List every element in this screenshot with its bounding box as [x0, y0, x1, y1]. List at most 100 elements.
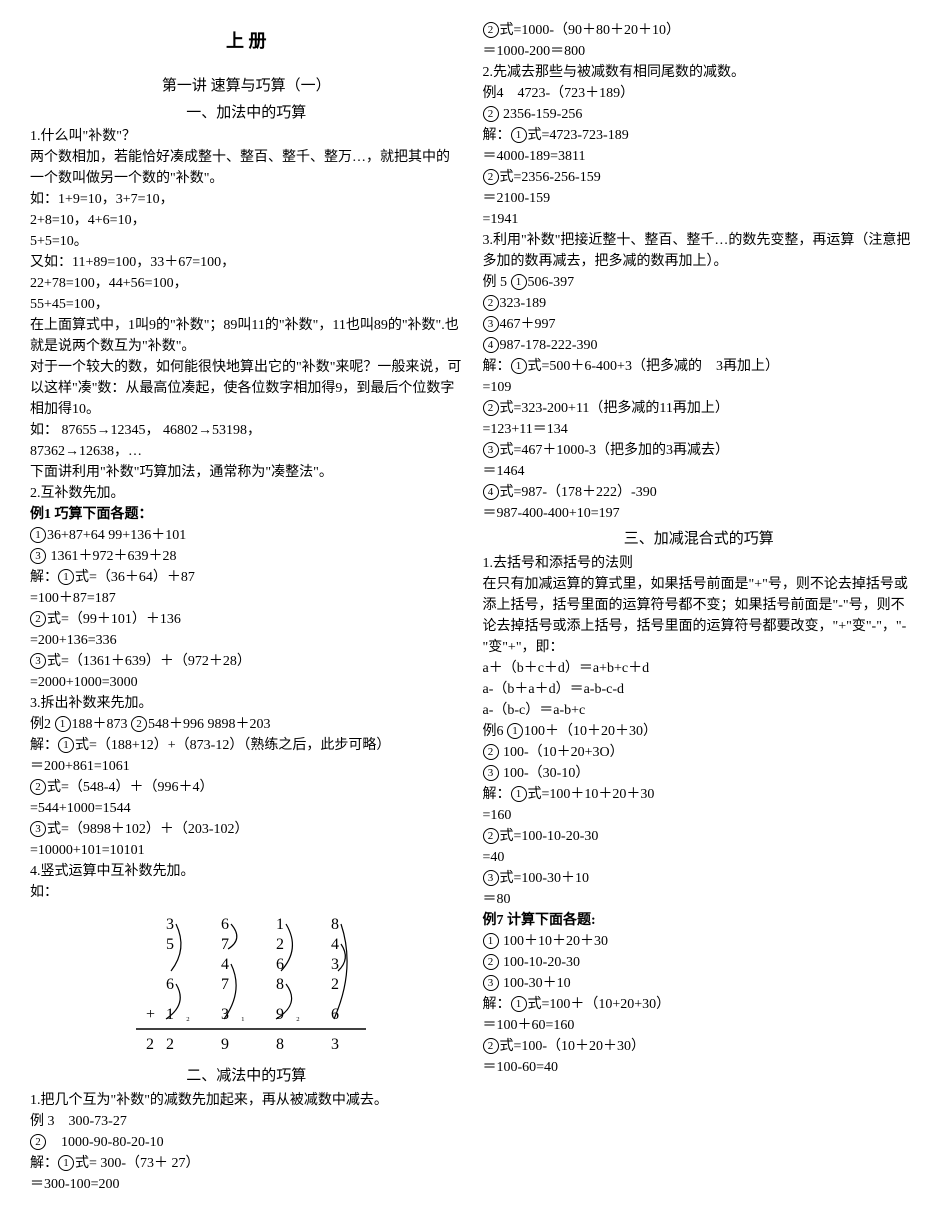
paragraph: ＝2100-159: [483, 188, 916, 209]
circled-number-icon: 2: [483, 954, 499, 970]
svg-text:4: 4: [331, 936, 339, 953]
paragraph: 例 3 300-73-27: [30, 1111, 463, 1132]
paragraph: 如：: [30, 882, 463, 903]
circled-number-icon: 4: [483, 337, 499, 353]
paragraph: 2式=100-（10＋20＋30）: [483, 1036, 916, 1057]
book-title: 上 册: [30, 28, 463, 55]
paragraph: 对于一个较大的数，如何能很快地算出它的"补数"来呢？一般来说，可以这样"凑"数：…: [30, 357, 463, 420]
paragraph: ＝100＋60=160: [483, 1015, 916, 1036]
section3-title: 三、加减混合式的巧算: [483, 528, 916, 551]
paragraph: ＝4000-189=3811: [483, 146, 916, 167]
paragraph: ＝987-400-400+10=197: [483, 503, 916, 524]
paragraph: a-（b＋a＋d）＝a-b-c-d: [483, 679, 916, 700]
paragraph: 4式=987-（178＋222）-390: [483, 482, 916, 503]
svg-text:+: +: [146, 1006, 155, 1023]
circled-number-icon: 1: [507, 723, 523, 739]
paragraph: 5+5=10。: [30, 231, 463, 252]
svg-text:₂: ₂: [186, 1010, 190, 1022]
svg-text:3: 3: [221, 1006, 229, 1023]
svg-text:3: 3: [166, 916, 174, 933]
paragraph: 4.竖式运算中互补数先加。: [30, 861, 463, 882]
circled-number-icon: 2: [483, 106, 499, 122]
paragraph: =160: [483, 805, 916, 826]
paragraph: =40: [483, 847, 916, 868]
svg-text:8: 8: [276, 1036, 284, 1053]
circled-number-icon: 3: [483, 975, 499, 991]
circled-number-icon: 2: [483, 744, 499, 760]
circled-number-icon: 3: [483, 442, 499, 458]
circled-number-icon: 1: [511, 274, 527, 290]
circled-number-icon: 1: [511, 996, 527, 1012]
svg-text:6: 6: [166, 976, 174, 993]
circled-number-icon: 2: [131, 716, 147, 732]
paragraph: 3467＋997: [483, 314, 916, 335]
paragraph: 3式=（1361＋639）＋（972＋28）: [30, 651, 463, 672]
svg-text:8: 8: [276, 976, 284, 993]
circled-number-icon: 2: [30, 779, 46, 795]
svg-text:7: 7: [221, 936, 229, 953]
paragraph: 解：1式=500＋6-400+3（把多减的 3再加上）: [483, 356, 916, 377]
svg-text:3: 3: [331, 1036, 339, 1053]
paragraph: ＝1000-200＝800: [483, 41, 916, 62]
svg-text:2: 2: [331, 976, 339, 993]
svg-text:2: 2: [146, 1036, 154, 1053]
circled-number-icon: 3: [483, 870, 499, 886]
circled-number-icon: 3: [30, 548, 46, 564]
paragraph: 在只有加减运算的算式里，如果括号前面是"+"号，则不论去掉括号或添上括号，括号里…: [483, 574, 916, 658]
circled-number-icon: 1: [58, 1155, 74, 1171]
paragraph: a-（b-c）＝a-b+c: [483, 700, 916, 721]
paragraph: 解：1式= 300-（73＋ 27）: [30, 1153, 463, 1174]
paragraph: 3式=467＋1000-3（把多加的3再减去）: [483, 440, 916, 461]
paragraph: 解：1式=（188+12）+（873-12）（熟练之后，此步可略）: [30, 735, 463, 756]
paragraph: 例1 巧算下面各题：: [30, 504, 463, 525]
paragraph: 3.拆出补数来先加。: [30, 693, 463, 714]
paragraph: 87362→12638，…: [30, 441, 463, 462]
paragraph: 4987-178-222-390: [483, 335, 916, 356]
circled-number-icon: 1: [30, 527, 46, 543]
paragraph: 1.把几个互为"补数"的减数先加起来，再从被减数中减去。: [30, 1090, 463, 1111]
section2-title: 二、减法中的巧算: [30, 1065, 463, 1088]
circled-number-icon: 2: [483, 169, 499, 185]
paragraph: 2式=323-200+11（把多减的11再加上）: [483, 398, 916, 419]
paragraph: 又如：11+89=100，33＋67=100，: [30, 252, 463, 273]
circled-number-icon: 2: [483, 295, 499, 311]
paragraph: =109: [483, 377, 916, 398]
paragraph: 136+87+64 99+136＋101: [30, 525, 463, 546]
circled-number-icon: 3: [30, 653, 46, 669]
paragraph: 2.先减去那些与被减数有相同尾数的减数。: [483, 62, 916, 83]
circled-number-icon: 3: [483, 765, 499, 781]
circled-number-icon: 3: [483, 316, 499, 332]
circled-number-icon: 2: [483, 828, 499, 844]
circled-number-icon: 2: [30, 611, 46, 627]
paragraph: a＋（b＋c＋d）＝a+b+c＋d: [483, 658, 916, 679]
svg-text:5: 5: [166, 936, 174, 953]
paragraph: =100＋87=187: [30, 588, 463, 609]
svg-text:₂: ₂: [296, 1010, 300, 1022]
circled-number-icon: 2: [483, 22, 499, 38]
paragraph: 例6 1100＋（10＋20＋30）: [483, 721, 916, 742]
paragraph: 2.互补数先加。: [30, 483, 463, 504]
circled-number-icon: 1: [58, 737, 74, 753]
lecture-title: 第一讲 速算与巧算（一）: [30, 75, 463, 98]
paragraph: 在上面算式中，1叫9的"补数"；89叫11的"补数"，11也叫89的"补数".也…: [30, 315, 463, 357]
paragraph: =123+11＝134: [483, 419, 916, 440]
paragraph: 2+8=10，4+6=10，: [30, 210, 463, 231]
paragraph: ＝200+861=1061: [30, 756, 463, 777]
circled-number-icon: 1: [511, 358, 527, 374]
paragraph: 3 100-30＋10: [483, 973, 916, 994]
svg-text:1: 1: [166, 1006, 174, 1023]
paragraph: ＝1464: [483, 461, 916, 482]
svg-text:2: 2: [166, 1036, 174, 1053]
paragraph: 1.什么叫"补数"？: [30, 126, 463, 147]
circled-number-icon: 2: [483, 1038, 499, 1054]
svg-text:6: 6: [221, 916, 229, 933]
circled-number-icon: 2: [483, 400, 499, 416]
paragraph: 55+45=100，: [30, 294, 463, 315]
paragraph: 例2 1188＋873 2548＋996 9898＋203: [30, 714, 463, 735]
paragraph: 2式=2356-256-159: [483, 167, 916, 188]
circled-number-icon: 1: [55, 716, 71, 732]
paragraph: 3式=（9898＋102）＋（203-102）: [30, 819, 463, 840]
paragraph: ＝300-100=200: [30, 1174, 463, 1195]
paragraph: 2式=100-10-20-30: [483, 826, 916, 847]
paragraph: 解：1式=100＋（10+20+30）: [483, 994, 916, 1015]
